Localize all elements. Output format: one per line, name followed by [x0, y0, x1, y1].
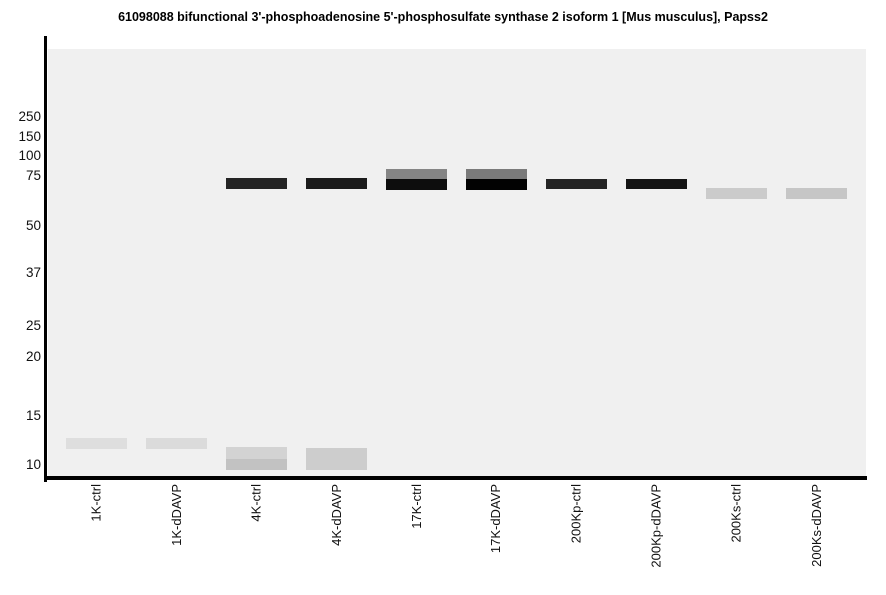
mw-tick-label-15: 15: [25, 408, 41, 423]
chart-title: 61098088 bifunctional 3'-phosphoadenosin…: [118, 10, 768, 24]
mw-tick-label-50: 50: [25, 218, 41, 233]
protein-band-4K-ctrl: [225, 459, 287, 470]
lane-label-1K-ctrl: 1K-ctrl: [88, 484, 104, 522]
lane-label-200Ks-dDAVP: 200Ks-dDAVP: [808, 484, 824, 567]
lane-label-4K-dDAVP: 4K-dDAVP: [328, 484, 344, 546]
protein-band-200Ks-ctrl: [705, 188, 767, 199]
protein-band-17K-dDAVP: [465, 179, 527, 190]
protein-band-4K-ctrl: [225, 178, 287, 189]
mw-tick-label-75: 75: [25, 168, 41, 183]
plot-area: [48, 49, 866, 478]
lane-label-200Ks-ctrl: 200Ks-ctrl: [728, 484, 744, 543]
lane-label-200Kp-dDAVP: 200Kp-dDAVP: [648, 484, 664, 568]
mw-tick-label-37: 37: [25, 265, 41, 280]
mw-tick-label-150: 150: [18, 129, 41, 144]
lane-label-200Kp-ctrl: 200Kp-ctrl: [568, 484, 584, 544]
mw-tick-label-20: 20: [25, 349, 41, 364]
lane-label-17K-ctrl: 17K-ctrl: [408, 484, 424, 529]
protein-band-1K-dDAVP: [145, 438, 207, 449]
lane-label-4K-ctrl: 4K-ctrl: [248, 484, 264, 522]
protein-band-17K-dDAVP: [465, 169, 527, 179]
protein-band-4K-dDAVP: [305, 178, 367, 189]
mw-tick-label-100: 100: [18, 148, 41, 163]
protein-band-200Kp-dDAVP: [625, 179, 687, 189]
y-axis-line: [44, 36, 47, 482]
protein-band-200Kp-ctrl: [545, 179, 607, 189]
x-axis-line: [44, 476, 867, 480]
lane-label-17K-dDAVP: 17K-dDAVP: [488, 484, 504, 554]
protein-band-4K-dDAVP: [305, 448, 367, 470]
protein-band-4K-ctrl: [225, 447, 287, 459]
mw-tick-label-25: 25: [25, 318, 41, 333]
mw-tick-label-250: 250: [18, 109, 41, 124]
protein-band-17K-ctrl: [385, 179, 447, 190]
protein-band-1K-ctrl: [65, 438, 127, 449]
protein-band-17K-ctrl: [385, 169, 447, 179]
lane-label-1K-dDAVP: 1K-dDAVP: [168, 484, 184, 546]
protein-band-200Ks-dDAVP: [785, 188, 847, 199]
mw-tick-label-10: 10: [25, 457, 41, 472]
